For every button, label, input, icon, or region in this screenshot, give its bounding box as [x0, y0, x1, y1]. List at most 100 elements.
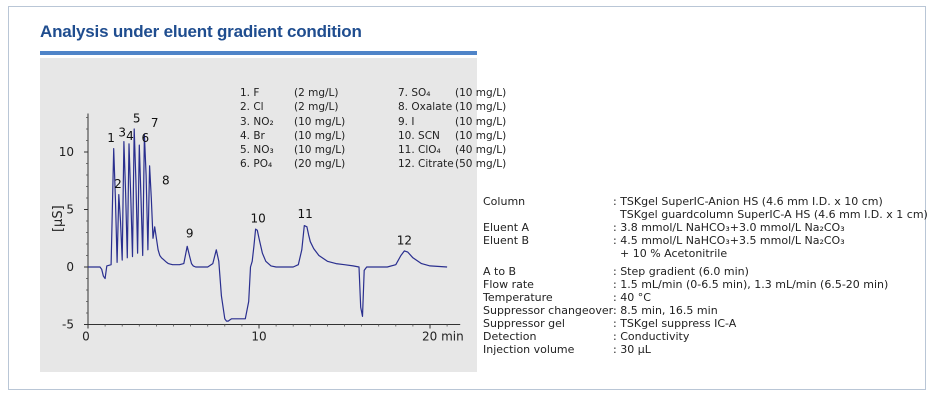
condition-value: : TSKgel SuperIC-Anion HS (4.6 mm I.D. x…	[613, 195, 928, 221]
condition-label: Temperature	[483, 291, 553, 304]
conditions-table: Column : TSKgel SuperIC-Anion HS (4.6 mm …	[483, 195, 928, 356]
peak-concentration: (40 mg/L)	[455, 144, 507, 157]
peak-list-row: 5. NO₃ (10 mg/L) 11. ClO₄ (40 mg/L)	[240, 143, 559, 157]
peak-label: 10	[251, 212, 266, 226]
chromatogram-trace	[88, 128, 448, 322]
peak-concentration: (2 mg/L)	[294, 87, 339, 99]
condition-row: Eluent A : 3.8 mmol/L NaHCO₃+3.0 mmol/L N…	[483, 221, 928, 234]
y-tick-label: -5	[62, 318, 74, 332]
peak-concentration: (50 mg/L)	[455, 158, 507, 171]
condition-value-line: : 4.5 mmol/L NaHCO₃+3.5 mmol/L Na₂CO₃	[613, 234, 845, 247]
condition-row: Column : TSKgel SuperIC-Anion HS (4.6 mm …	[483, 195, 928, 221]
title-accent-bar	[40, 51, 477, 55]
peak-label: 9	[186, 227, 194, 241]
condition-label: Eluent A	[483, 221, 530, 234]
peak-name: 5. NO₃	[240, 144, 274, 157]
peak-name: 4. Br	[240, 129, 265, 142]
peak-list-row: 4. Br (10 mg/L) 10. SCN (10 mg/L)	[240, 129, 559, 143]
peak-concentration: (10 mg/L)	[455, 101, 507, 114]
condition-value-line: : Conductivity	[613, 330, 690, 343]
peak-name: 3. NO₂	[240, 115, 274, 128]
condition-value: : 30 μL	[613, 343, 651, 356]
peak-name: 8. Oxalate	[398, 101, 453, 114]
condition-value-line: : TSKgel SuperIC-Anion HS (4.6 mm I.D. x…	[613, 195, 883, 208]
peak-name: 9. I	[398, 115, 415, 128]
condition-label: Eluent B	[483, 234, 530, 247]
condition-value: : 3.8 mmol/L NaHCO₃+3.0 mmol/L Na₂CO₃	[613, 221, 845, 234]
figure-title: Analysis under eluent gradient condition	[40, 22, 362, 41]
condition-value: : Step gradient (6.0 min)	[613, 265, 749, 278]
y-tick-label: 5	[66, 203, 74, 217]
peak-name: 1. F	[240, 87, 260, 99]
condition-label: Flow rate	[483, 278, 534, 291]
condition-value: : 4.5 mmol/L NaHCO₃+3.5 mmol/L Na₂CO₃ + …	[613, 234, 845, 260]
condition-row: Suppressor changeover: 8.5 min, 16.5 min	[483, 304, 928, 317]
peak-name: 10. SCN	[398, 129, 440, 142]
peak-label: 1	[107, 131, 115, 145]
condition-row: Suppressor gel : TSKgel suppress IC-A	[483, 317, 928, 330]
peak-label: 11	[298, 207, 313, 221]
x-tick-label: 0	[82, 330, 90, 344]
peak-concentration: (10 mg/L)	[455, 129, 507, 142]
condition-value-line: : 30 μL	[613, 343, 651, 356]
peak-label: 6	[141, 131, 149, 145]
peak-list: 1. F (2 mg/L) 7. SO₄ (10 mg/L) 2. Cl (2 mg/L)…	[240, 86, 559, 172]
y-tick-label: 0	[66, 260, 74, 274]
peak-name: 11. ClO₄	[398, 144, 441, 157]
peak-concentration: (10 mg/L)	[294, 129, 346, 142]
peak-name: 6. PO₄	[240, 158, 273, 171]
condition-value: : 40 °C	[613, 291, 651, 304]
condition-row: Flow rate : 1.5 mL/min (0-6.5 min), 1.3 m…	[483, 278, 928, 291]
condition-row: Eluent B : 4.5 mmol/L NaHCO₃+3.5 mmol/L N…	[483, 234, 928, 260]
x-tick-label: 20 min	[422, 330, 464, 344]
condition-label: Detection	[483, 330, 537, 343]
plot-background	[40, 58, 477, 372]
condition-label: Column	[483, 195, 526, 208]
peak-concentration: (10 mg/L)	[455, 87, 507, 99]
condition-label: Injection volume	[483, 343, 575, 356]
axes: 10 5 0 -5 0 10 20 min [μS]	[51, 113, 464, 344]
condition-value-line: + 10 % Acetonitrile	[613, 247, 728, 260]
x-tick-label: 10	[251, 330, 266, 344]
peak-label: 3	[118, 125, 126, 139]
condition-value-line: : 3.8 mmol/L NaHCO₃+3.0 mmol/L Na₂CO₃	[613, 221, 845, 234]
peak-concentration: (2 mg/L)	[294, 101, 339, 114]
peak-name: 2. Cl	[240, 101, 264, 114]
condition-value-line: : 40 °C	[613, 291, 651, 304]
peak-label: 8	[162, 174, 170, 188]
condition-value-line: : Step gradient (6.0 min)	[613, 265, 749, 278]
y-axis-label: [μS]	[51, 205, 66, 232]
condition-value-line: : 8.5 min, 16.5 min	[613, 304, 718, 317]
condition-label: A to B	[483, 265, 517, 278]
condition-value-line: : TSKgel suppress IC-A	[613, 317, 737, 330]
peak-name: 7. SO₄	[398, 87, 431, 99]
peak-label: 4	[126, 129, 134, 143]
peak-list-row: 6. PO₄ (20 mg/L) 12. Citrate(50 mg/L)	[240, 157, 559, 171]
peak-concentration: (10 mg/L)	[455, 115, 507, 128]
condition-value-line: : 1.5 mL/min (0-6.5 min), 1.3 mL/min (6.…	[613, 278, 889, 291]
condition-row: A to B : Step gradient (6.0 min)	[483, 265, 928, 278]
condition-row: Detection : Conductivity	[483, 330, 928, 343]
peak-concentration: (10 mg/L)	[294, 144, 346, 157]
condition-value: : Conductivity	[613, 330, 689, 343]
peak-list-row: 2. Cl (2 mg/L) 8. Oxalate (10 mg/L)	[240, 100, 559, 114]
trace-layer	[88, 128, 448, 322]
peak-label: 7	[151, 116, 159, 130]
peak-label: 2	[114, 177, 122, 191]
condition-label: Suppressor changeover	[483, 304, 614, 317]
peak-name: 12. Citrate	[398, 158, 454, 171]
peak-list-row: 3. NO₂ (10 mg/L) 9. I (10 mg/L)	[240, 115, 559, 129]
peak-label: 12	[397, 233, 412, 247]
condition-label: Suppressor gel	[483, 317, 565, 330]
peak-concentration: (10 mg/L)	[294, 115, 346, 128]
condition-value: : 8.5 min, 16.5 min	[613, 304, 718, 317]
peak-list-row: 1. F (2 mg/L) 7. SO₄ (10 mg/L)	[240, 86, 559, 100]
condition-value: : TSKgel suppress IC-A	[613, 317, 736, 330]
peak-concentration: (20 mg/L)	[294, 158, 346, 171]
condition-row: Injection volume : 30 μL	[483, 343, 928, 356]
peak-label: 5	[133, 112, 141, 126]
condition-value: : 1.5 mL/min (0-6.5 min), 1.3 mL/min (6.…	[613, 278, 888, 291]
y-tick-label: 10	[59, 145, 74, 159]
